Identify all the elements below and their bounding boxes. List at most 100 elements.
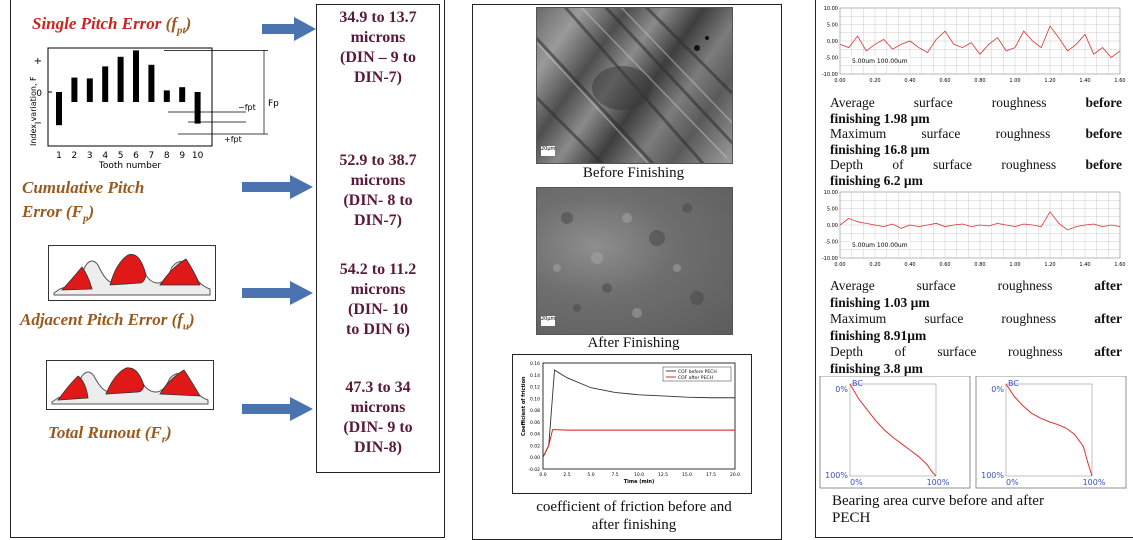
total-runout-gear-diagram	[46, 360, 214, 410]
rz-before-value: finishing 6.2 µm	[830, 172, 923, 188]
din-range-end: DIN-8)	[354, 439, 402, 456]
cof-y-tick-label: 0.10	[530, 396, 540, 402]
single-pitch-symbol: (f	[165, 14, 177, 33]
bearing-caption-line-1: Bearing area curve before and after	[832, 493, 1044, 509]
tooth-tick-label: 6	[133, 151, 139, 161]
profile-y-tick-label: 0.00	[827, 39, 838, 45]
din-range-end: DIN-7)	[354, 212, 402, 229]
cof-y-tick-label: -0.02	[528, 467, 540, 473]
roughness-after-text: Average surface roughness after finishin…	[830, 278, 1122, 377]
bearing-caption: Bearing area curve before and after PECH	[832, 493, 1124, 527]
bar	[102, 66, 109, 102]
sem-image-before: 20µm	[536, 7, 733, 164]
din-range: (DIN – 9 to	[340, 49, 416, 66]
bar	[56, 92, 62, 126]
profile-y-tick-label: 10.00	[824, 6, 838, 12]
cof-y-tick-label: 0.02	[530, 443, 540, 449]
adjacent-pitch-gear-diagram	[48, 245, 216, 301]
rz-before-label: Depth of surface roughness	[830, 157, 1057, 172]
profile-x-tick-label: 1.40	[1079, 262, 1090, 268]
bearing-x0-label: 0%	[1006, 478, 1019, 487]
profile-x-tick-label: 0.40	[904, 262, 915, 268]
bearing-plot-frame	[849, 383, 937, 477]
rz-after-label: Depth of surface roughness	[830, 344, 1063, 359]
rmax-after-value-line: finishing 8.91µm	[830, 328, 1122, 345]
plus-label: +	[34, 56, 42, 67]
rmax-before-label: Maximum surface roughness	[830, 126, 1051, 141]
minus-label: −	[34, 118, 42, 129]
after-finishing-caption: After Finishing	[587, 335, 680, 351]
profile-y-tick-label: -10.00	[822, 256, 838, 262]
roughness-before-text: Average surface roughness before finishi…	[830, 95, 1122, 188]
din-range-end: to DIN 6)	[346, 321, 410, 338]
profile-before-chart: 10.005.000.00-5.00-10.000.00 0.20 0.40 0.60…	[822, 6, 1126, 84]
cof-y-tick-label: 0.08	[530, 408, 540, 414]
bearing-x0-label: 0%	[850, 478, 863, 487]
profile-x-tick-label: 0.00	[834, 78, 845, 84]
cof-legend-box	[662, 366, 732, 382]
din-range-end: DIN-7)	[354, 69, 402, 86]
cof-y-tick-label: 0.04	[530, 432, 540, 438]
microns-unit: microns	[350, 281, 406, 298]
scale-bar-after: 20µm	[541, 316, 556, 322]
tooth-tick-label: 5	[118, 151, 124, 161]
bar	[86, 78, 93, 102]
cof-x-tick-label: 12.5	[658, 472, 668, 478]
before-finishing-caption: Before Finishing	[582, 165, 685, 181]
profile-after-chart: 10.005.000.00-5.00-10.000.00 0.20 0.40 0.60…	[822, 190, 1126, 268]
pitch-error-bar-chart: 0 + −Index variation, F 1 2 3 4 5 6 7 8 9 10 Tooth nu…	[29, 47, 279, 168]
zero-label: 0	[36, 89, 42, 99]
rmax-before-line: Maximum surface roughness before	[830, 126, 1122, 142]
cof-caption: coefficient of friction before and after…	[486, 498, 782, 534]
sem-image-after: 20µm	[536, 187, 733, 335]
sem-before-texture	[537, 8, 732, 163]
adjacent-pitch-error-title: Adjacent Pitch Error (fu)	[20, 310, 195, 332]
bar	[133, 50, 139, 102]
cof-y-tick-label: 0.16	[530, 361, 540, 367]
adjacent-pitch-close: )	[189, 310, 195, 329]
cof-x-tick-label: 15.0	[682, 472, 692, 478]
sem-after-texture	[541, 203, 704, 326]
tooth-tick-label: 10	[192, 151, 204, 161]
tooth-tick-label: 8	[164, 151, 170, 161]
tooth-tick-label: 1	[56, 151, 62, 161]
microns-value: 54.2 to 11.2	[339, 261, 417, 278]
tooth-tick-label: 9	[179, 151, 185, 161]
single-pitch-close: )	[185, 14, 192, 33]
profile-x-tick-label: 1.20	[1044, 262, 1055, 268]
arrows-layer	[242, 17, 316, 421]
profile-legend-label: 5.00um 100.00um	[852, 58, 908, 65]
rmax-before-value-line: finishing 16.8 µm	[830, 142, 1122, 158]
ra-before-label: Average surface roughness	[830, 95, 1047, 110]
arrow-single-pitch-icon	[262, 17, 316, 41]
bearing-y0-label: 0%	[835, 385, 848, 394]
profile-y-tick-label: -5.00	[825, 240, 838, 246]
bearing-caption-line-2: PECH	[832, 510, 871, 526]
arrow-adjacent-pitch-icon	[242, 281, 313, 305]
cof-y-tick-label: 0.00	[530, 455, 540, 461]
ra-after-keyword: after	[1094, 278, 1123, 293]
bearing-y100-label: 100%	[825, 471, 848, 480]
cof-legend-label: COF before PECH	[678, 369, 717, 375]
cof-y-tick-label: 0.14	[530, 373, 540, 379]
rmax-after-keyword: after	[1094, 311, 1123, 326]
single-pitch-error-label: Single Pitch Error	[32, 14, 162, 33]
cumulative-pitch-close: )	[88, 202, 95, 221]
cof-x-tick-label: 17.5	[706, 472, 716, 478]
bearing-bc-label: BC	[852, 379, 863, 388]
bearing-curve	[849, 383, 937, 477]
profile-x-tick-label: 0.40	[904, 78, 915, 84]
bearing-plot-frame	[1005, 383, 1093, 477]
microns-value: 52.9 to 38.7	[339, 152, 417, 169]
cof-x-axis-label: Time (min)	[624, 479, 655, 485]
profile-line	[839, 211, 1121, 231]
total-runout-title: Total Runout (Fr)	[48, 423, 172, 445]
arrow-total-runout-icon	[242, 397, 313, 421]
microns-unit: microns	[350, 399, 406, 416]
cof-series-line	[542, 429, 735, 458]
bar	[194, 92, 201, 124]
profile-legend-box	[850, 240, 910, 249]
microns-box	[316, 4, 440, 473]
adjacent-pitch-subscript: u	[182, 320, 190, 333]
profile-x-tick-label: 0.20	[869, 262, 880, 268]
